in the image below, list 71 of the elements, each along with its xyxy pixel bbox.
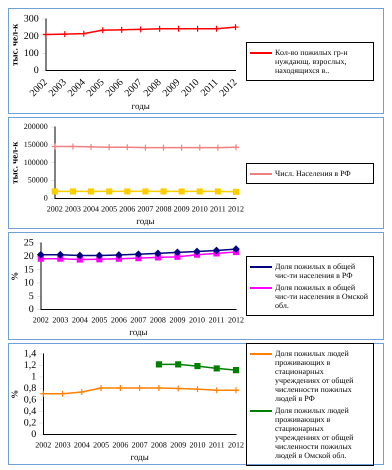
y-tick-label: 150000 (24, 140, 48, 149)
x-tick-label: 2004 (72, 315, 88, 324)
y-tick-label: 0,4 (24, 406, 36, 418)
x-axis-title: годы (130, 452, 149, 462)
legend-label: Доля пожилых в общей чис-ти населения в РФ (275, 262, 356, 280)
y-tick-label: 50000 (28, 176, 48, 185)
x-tick-label: 2003 (52, 315, 68, 324)
x-tick-label: 2002 (32, 315, 49, 324)
x-tick-label: 2009 (174, 204, 190, 214)
x-tick-label: 2012 (228, 315, 244, 324)
y-axis-title: тыс. чел-к (10, 140, 20, 184)
x-tick-label: 2011 (210, 204, 226, 214)
x-axis-title: годы (129, 326, 148, 337)
y-tick-label: 0 (31, 429, 36, 440)
x-tick-label: 2005 (101, 204, 118, 214)
x-tick-label: 2004 (83, 204, 100, 214)
x-tick-label: 2007 (130, 315, 146, 324)
legend-label: Доля пожилых людей проживающих в стационарных учреждениях от общей численности пожилых людей в Омской обл. (275, 406, 354, 460)
y-axis-title: % (10, 390, 20, 399)
y-tick-label: 100 (24, 48, 39, 60)
x-tick-label: 2012 (228, 204, 244, 214)
x-tick-label: 2010 (189, 440, 206, 450)
x-tick-label: 2008 (150, 315, 166, 324)
x-tick-label: 2010 (192, 204, 208, 214)
y-tick-label: 1,4 (24, 348, 36, 360)
x-tick-label: 2011 (208, 315, 224, 324)
y-tick-label: 100000 (24, 158, 48, 167)
x-axis-title: годы (136, 216, 155, 226)
x-tick-label: 2007 (132, 440, 148, 450)
y-axis-title: % (10, 272, 20, 281)
y-tick-label: 300 (24, 14, 39, 25)
x-tick-label: 2003 (64, 204, 81, 214)
y-tick-label: 10 (24, 278, 34, 289)
y-axis-title: тыс. чел-к (10, 22, 20, 66)
x-tick-label: 2011 (208, 440, 225, 450)
x-tick-label: 2009 (170, 440, 186, 450)
x-tick-label: 2007 (137, 204, 154, 214)
y-tick-label: 0,2 (24, 418, 36, 429)
x-tick-label: 2006 (110, 315, 127, 324)
x-tick-label: 2005 (93, 440, 110, 450)
y-tick-label: 0 (34, 65, 39, 76)
x-tick-label: 2012 (228, 440, 244, 450)
y-tick-label: 0,8 (24, 383, 36, 394)
x-tick-label: 2002 (35, 440, 52, 450)
y-tick-label: 0,6 (24, 394, 36, 406)
y-tick-label: 1 (31, 372, 36, 383)
y-tick-label: 200 (24, 30, 39, 42)
x-tick-label: 2005 (91, 315, 108, 324)
legend-label: Кол-во пожилых гр-н нуждающ. взрослых, находящихся в.. (275, 48, 349, 74)
y-tick-label: 0 (28, 304, 34, 316)
x-tick-label: 2004 (74, 440, 90, 450)
y-tick-label: 5 (28, 290, 34, 302)
legend-label: Доля пожилых в общей чис-ти населения в Омской обл. (275, 283, 370, 310)
x-tick-label: 2009 (169, 315, 186, 324)
y-tick-label: 15 (24, 264, 34, 276)
y-tick-label: 25 (24, 238, 34, 249)
x-tick-label: 2008 (156, 204, 172, 214)
x-tick-label: 2006 (119, 204, 136, 214)
y-tick-label: 200000 (24, 122, 48, 131)
y-tick-label: 0 (44, 194, 48, 203)
y-tick-label: 1,2 (24, 360, 36, 372)
x-tick-label: 2011 (198, 77, 221, 99)
x-tick-label: 2002 (46, 204, 63, 214)
x-tick-label: 2006 (112, 440, 128, 450)
legend-label: Числ. Населения в РФ (275, 168, 351, 178)
x-tick-label: 2003 (54, 440, 71, 450)
y-tick-label: 20 (24, 250, 34, 262)
x-axis-title: годы (131, 100, 150, 111)
x-tick-label: 2010 (188, 315, 205, 324)
x-tick-label: 2008 (150, 440, 167, 450)
legend-label: Доля пожилых людей проживающих в стационарных учреждениях от общей численности пожилых людей в РФ (275, 348, 354, 402)
